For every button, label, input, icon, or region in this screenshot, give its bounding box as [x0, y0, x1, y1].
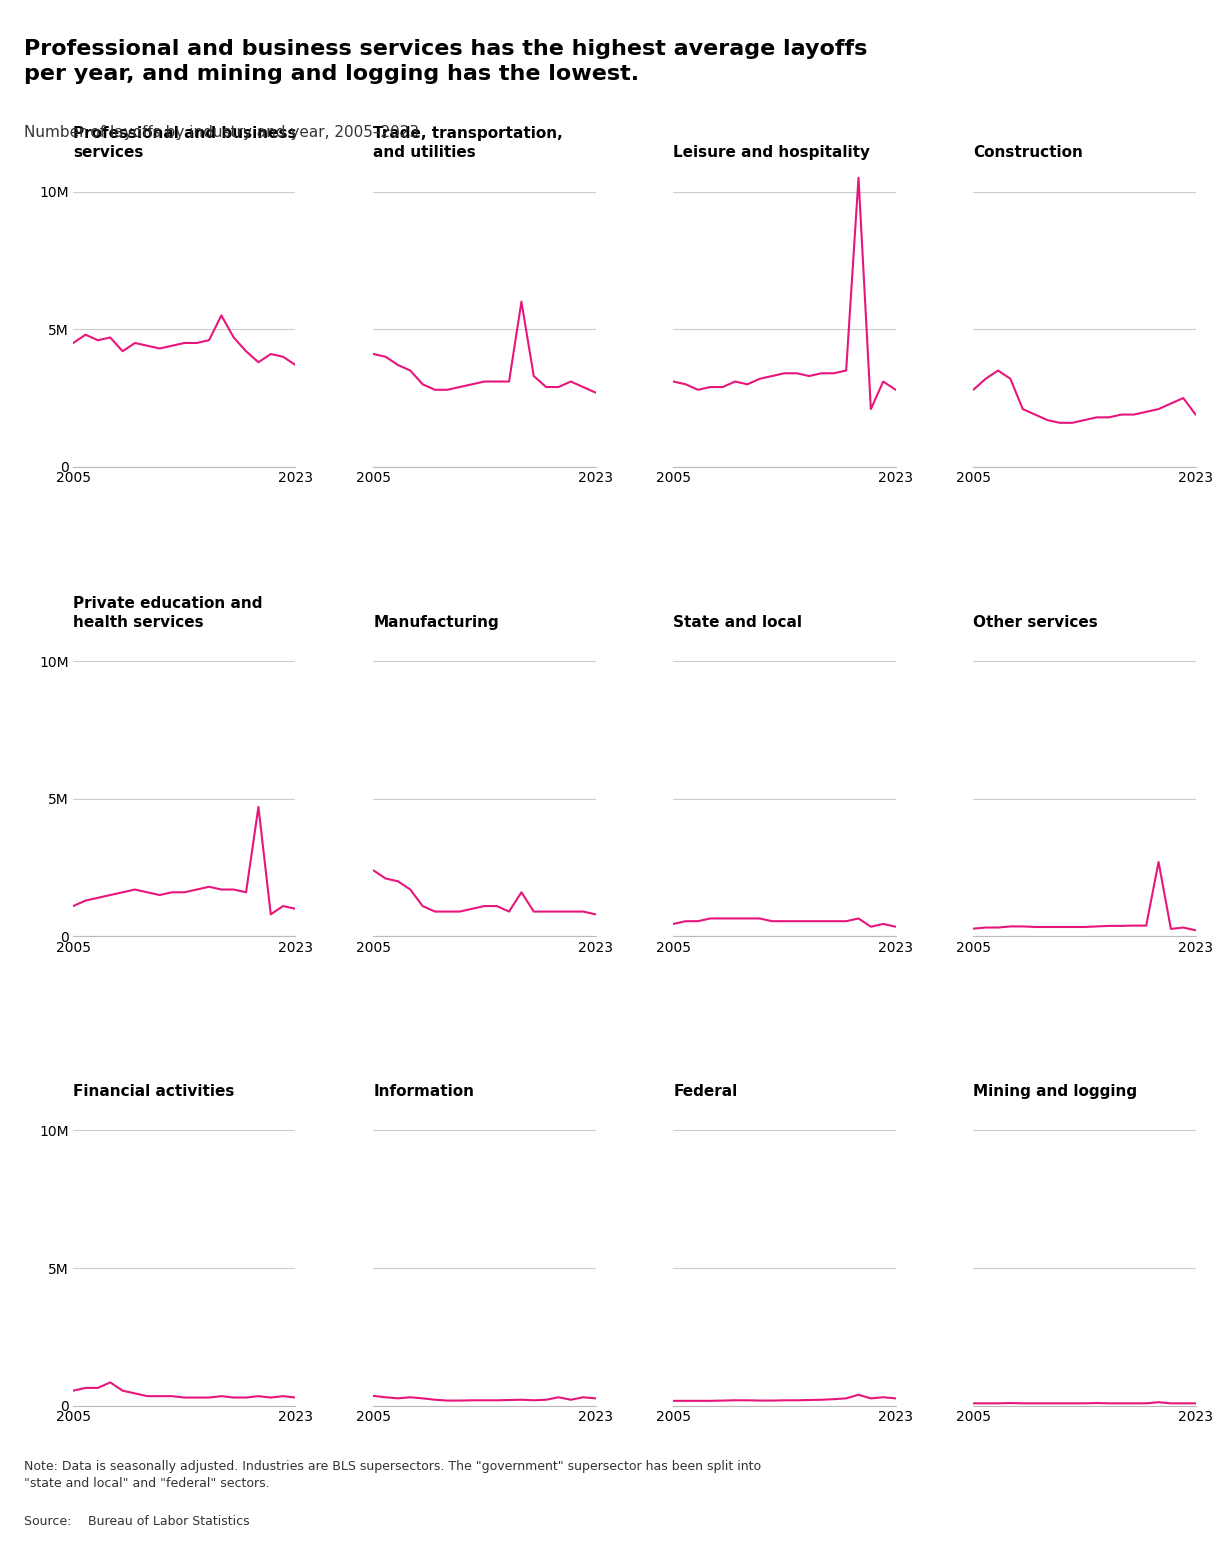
- Text: State and local: State and local: [673, 614, 803, 629]
- Text: Professional and business services has the highest average layoffs
per year, and: Professional and business services has t…: [24, 39, 867, 84]
- Text: Other services: Other services: [974, 614, 1098, 629]
- Text: Note: Data is seasonally adjusted. Industries are BLS supersectors. The "governm: Note: Data is seasonally adjusted. Indus…: [24, 1460, 761, 1490]
- Text: Leisure and hospitality: Leisure and hospitality: [673, 145, 870, 159]
- Text: Mining and logging: Mining and logging: [974, 1084, 1137, 1100]
- Text: Source:: Source:: [24, 1515, 76, 1528]
- Text: Private education and
health services: Private education and health services: [73, 597, 262, 629]
- Text: Number of layoffs by industry and year, 2005–2023: Number of layoffs by industry and year, …: [24, 125, 420, 141]
- Text: Professional and business
services: Professional and business services: [73, 127, 296, 159]
- Text: Construction: Construction: [974, 145, 1083, 159]
- Text: Information: Information: [373, 1084, 475, 1100]
- Text: Bureau of Labor Statistics: Bureau of Labor Statistics: [88, 1515, 249, 1528]
- Text: Financial activities: Financial activities: [73, 1084, 234, 1100]
- Text: Manufacturing: Manufacturing: [373, 614, 499, 629]
- Text: Federal: Federal: [673, 1084, 738, 1100]
- Text: Trade, transportation,
and utilities: Trade, transportation, and utilities: [373, 127, 562, 159]
